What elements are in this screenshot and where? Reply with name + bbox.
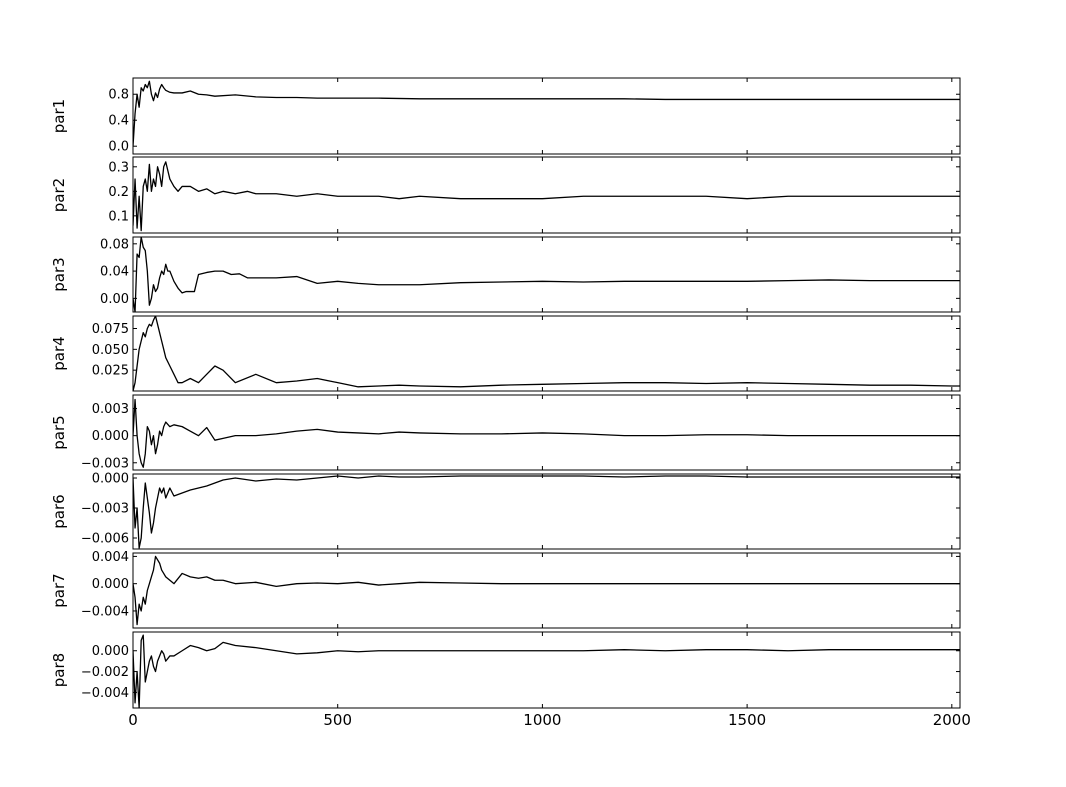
ytick-label: 0.3 — [108, 160, 129, 175]
series-line-par5 — [133, 398, 960, 468]
panel-par8: −0.004 −0.002 0.000 par8 — [50, 631, 961, 709]
xtick-label: 2000 — [933, 711, 971, 729]
ylabel-par2: par2 — [50, 178, 68, 212]
ytick-label: −0.003 — [81, 456, 129, 471]
ytick-label: 0.8 — [108, 88, 129, 103]
panel-frame-par7 — [132, 552, 961, 629]
panel-frame-par5 — [132, 394, 961, 471]
ytick-label: 0.000 — [92, 429, 129, 444]
series-line-par2 — [133, 161, 960, 232]
ytick-label: −0.002 — [81, 665, 129, 680]
xtick-label: 500 — [323, 711, 352, 729]
series-line-par7 — [133, 555, 960, 626]
ytick-label: 0.000 — [92, 472, 129, 487]
ytick-label: 0.025 — [92, 364, 129, 379]
ytick-label: 0.00 — [100, 292, 129, 307]
ytick-label: 0.4 — [108, 114, 129, 129]
panel-par5: −0.003 0.000 0.003 par5 — [50, 394, 961, 471]
ytick-label: −0.004 — [81, 686, 129, 701]
ylabel-par1: par1 — [50, 99, 68, 133]
panel-frame-par6 — [132, 473, 961, 550]
ytick-label: 0.2 — [108, 185, 129, 200]
panel-frame-par8 — [132, 631, 961, 709]
panel-frame-par3 — [132, 236, 961, 313]
ytick-label: 0.000 — [92, 577, 129, 592]
panel-frame-par4 — [132, 315, 961, 392]
ytick-label: 0.003 — [92, 402, 129, 417]
panel-par7: −0.004 0.000 0.004 par7 — [50, 550, 961, 629]
panel-frame-par2 — [132, 156, 961, 234]
ylabel-par6: par6 — [50, 494, 68, 528]
panels-layer: 0.0 0.4 0.8 par1 0.1 0.2 0.3 par2 0.00 0.04 0.08 pa… — [50, 77, 961, 709]
panel-par3: 0.00 0.04 0.08 par3 — [50, 236, 961, 313]
series-line-par3 — [133, 237, 960, 312]
xtick-label: 1500 — [728, 711, 766, 729]
ytick-label: 0.08 — [100, 237, 129, 252]
ylabel-par5: par5 — [50, 415, 68, 449]
ytick-label: 0.004 — [92, 550, 129, 565]
series-line-par4 — [133, 316, 960, 391]
ylabel-par7: par7 — [50, 573, 68, 607]
panel-par4: 0.025 0.050 0.075 par4 — [50, 315, 961, 392]
xtick-label: 0 — [128, 711, 138, 729]
ylabel-par4: par4 — [50, 336, 68, 370]
series-line-par6 — [133, 475, 960, 549]
panel-par1: 0.0 0.4 0.8 par1 — [50, 77, 961, 155]
ytick-label: 0.0 — [108, 140, 129, 155]
ylabel-par8: par8 — [50, 653, 68, 687]
ytick-label: 0.1 — [108, 209, 129, 224]
ytick-label: −0.004 — [81, 604, 129, 619]
series-line-par1 — [133, 80, 960, 147]
panel-par6: −0.006 −0.003 0.000 par6 — [50, 472, 961, 550]
ytick-label: 0.050 — [92, 343, 129, 358]
panel-par2: 0.1 0.2 0.3 par2 — [50, 156, 961, 234]
ytick-label: −0.003 — [81, 502, 129, 517]
ytick-label: 0.075 — [92, 322, 129, 337]
x-axis: 0 500 1000 1500 2000 — [128, 711, 971, 729]
series-line-par8 — [133, 634, 960, 708]
ylabel-par3: par3 — [50, 257, 68, 291]
ytick-label: −0.006 — [81, 532, 129, 547]
panel-frame-par1 — [132, 77, 961, 155]
ytick-label: 0.000 — [92, 644, 129, 659]
ytick-label: 0.04 — [100, 265, 129, 280]
xtick-label: 1000 — [523, 711, 561, 729]
